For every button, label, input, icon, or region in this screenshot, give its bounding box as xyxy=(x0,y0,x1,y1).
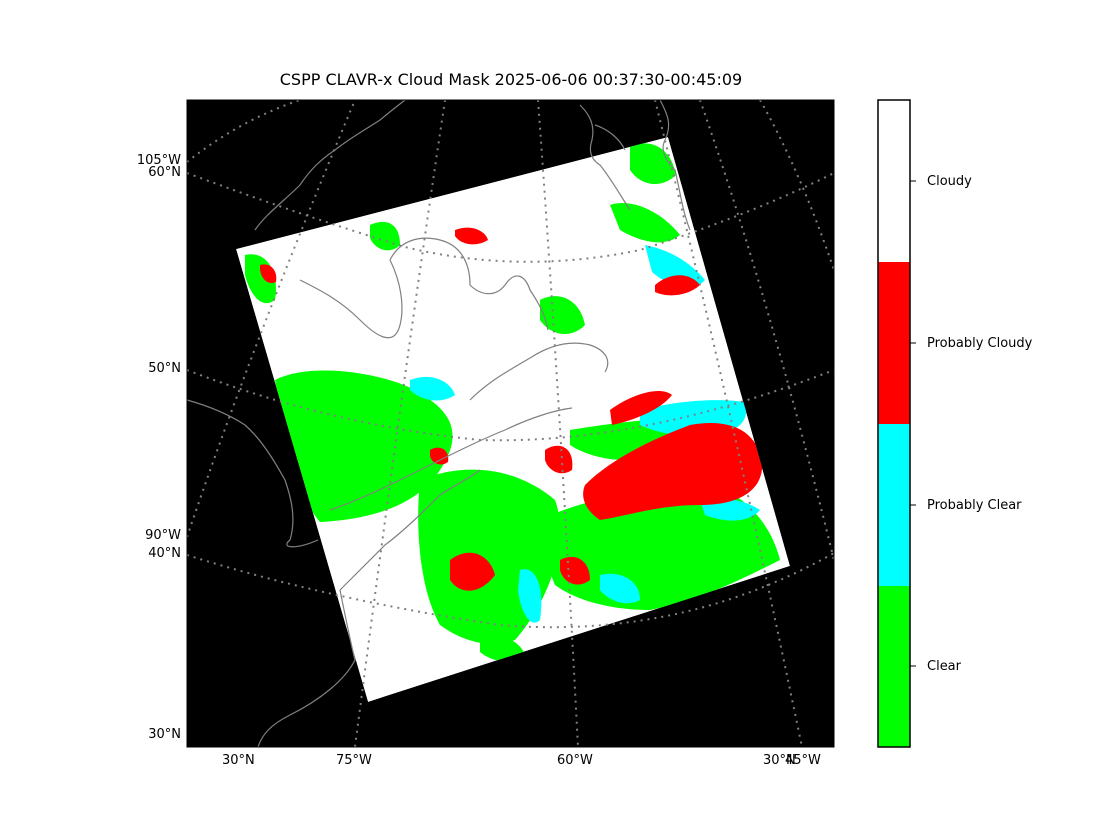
colorbar-clear xyxy=(878,586,910,747)
colorbar-label-cloudy: Cloudy xyxy=(927,174,972,189)
colorbar-label-probably-clear: Probably Clear xyxy=(927,498,1022,513)
parallel-50n xyxy=(187,369,834,442)
map-frame xyxy=(186,99,835,748)
meridian-30w-lower xyxy=(699,100,834,561)
label-75w: 75°W xyxy=(336,753,372,768)
probably-clear-regions xyxy=(410,245,760,623)
meridian-105w xyxy=(187,100,301,163)
label-bottom-30n: 30°N xyxy=(222,753,255,768)
colorbar-label-probably-cloudy: Probably Cloudy xyxy=(927,336,1033,351)
colorbar-cloudy xyxy=(878,100,910,262)
cloud-mask-swath xyxy=(236,137,790,702)
label-40n: 40°N xyxy=(148,546,181,561)
colorbar-frame xyxy=(877,99,911,748)
label-90w: 90°W xyxy=(145,528,181,543)
colorbar-label-clear: Clear xyxy=(927,659,961,674)
graticule xyxy=(187,100,834,747)
colorbar xyxy=(877,99,916,748)
meridian-60w xyxy=(537,100,579,747)
meridian-30w xyxy=(759,100,834,271)
label-50n: 50°N xyxy=(148,361,181,376)
colorbar-probably-cloudy xyxy=(878,262,910,424)
probably-cloudy-regions xyxy=(260,227,763,591)
label-60n: 60°N xyxy=(148,165,181,180)
label-60w: 60°W xyxy=(557,753,593,768)
label-45w: 45°W xyxy=(785,753,821,768)
parallel-40n xyxy=(187,552,834,629)
colorbar-probably-clear xyxy=(878,424,910,586)
label-bottom-30n-right: 30°N xyxy=(763,753,796,768)
label-105w: 105°W xyxy=(136,153,181,168)
label-30n: 30°N xyxy=(148,727,181,742)
map-title: CSPP CLAVR-x Cloud Mask 2025-06-06 00:37… xyxy=(279,70,743,89)
